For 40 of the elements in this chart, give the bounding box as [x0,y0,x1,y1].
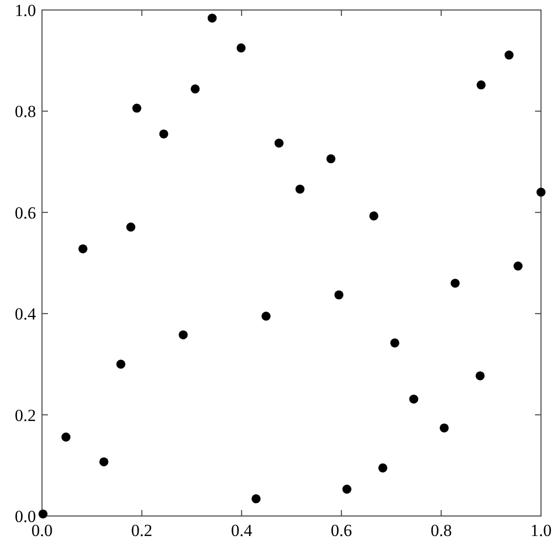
point [126,222,136,232]
y-tick-label: 0.8 [14,102,36,122]
x-tick-label: 0.6 [330,521,352,540]
point [450,278,460,288]
y-tick-label: 1.0 [14,0,36,20]
point [78,244,88,254]
point [334,290,344,300]
x-tick-label: 0.2 [131,521,152,540]
point [252,494,261,504]
point [99,457,108,466]
point [274,138,284,148]
point [208,14,217,23]
x-tick-label: 0.4 [230,521,253,540]
point [369,211,378,220]
y-tick-label: 0.2 [14,406,36,425]
point [38,509,48,518]
point [476,371,485,380]
x-tick-label: 0.8 [430,521,452,540]
point [326,154,336,164]
point [132,104,142,113]
point [159,129,168,138]
point [178,330,188,340]
point [390,338,400,348]
point [295,184,304,194]
point [409,394,418,404]
point [476,80,486,90]
y-tick-label: 0.6 [14,203,36,222]
point [440,423,449,432]
point [536,188,546,197]
x-tick-label: 1.0 [530,521,552,540]
point [504,50,514,60]
point [190,84,200,94]
y-tick-label: 0.4 [14,304,36,324]
point [61,432,70,442]
point [342,484,352,494]
point [378,463,388,472]
point [116,360,126,369]
point [236,43,246,52]
point [514,262,523,271]
point [262,312,271,321]
